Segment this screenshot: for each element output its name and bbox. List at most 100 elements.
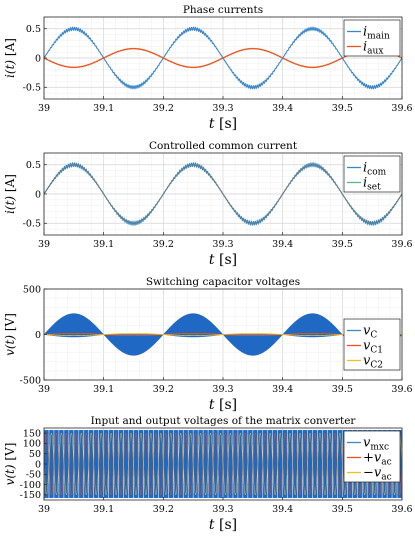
x-tick-label: 39.5 <box>332 504 353 515</box>
y-tick-label: -100 <box>20 480 41 491</box>
wave-cycle <box>312 430 318 498</box>
wave-cycle <box>208 430 213 498</box>
legend-box <box>343 155 401 193</box>
wave-cycle <box>322 430 328 498</box>
panel-phase: -0.5 0 0.5 39 39.1 39.2 39.3 39.4 39.5 39.6 Phase … <box>3 4 413 132</box>
wave-cycle <box>248 430 253 498</box>
x-tick-label: 39.2 <box>153 103 174 114</box>
panel-common: -0.5 0 0.5 39 39.1 39.2 39.3 39.4 39.5 39.6 Contro… <box>3 140 413 268</box>
panel-title: Phase currents <box>183 4 263 16</box>
legend-item: iaux <box>363 40 383 57</box>
x-tick-label: 39.5 <box>332 239 353 250</box>
x-tick-label: 39.5 <box>332 384 353 395</box>
x-axis-label: t [s] <box>209 252 237 268</box>
wave-cycle <box>228 430 233 498</box>
panel-title: Controlled common current <box>149 140 298 152</box>
x-tick-label: 39 <box>38 239 50 250</box>
wave-cycle <box>163 430 169 498</box>
legend-item: vmxc <box>363 436 389 453</box>
y-tick-label: 0 <box>35 330 41 341</box>
wave-cycle <box>133 430 139 498</box>
legend-box <box>343 430 401 483</box>
x-tick-label: 39.4 <box>272 103 293 114</box>
wave-cycle <box>213 430 218 498</box>
wave-cycle <box>292 430 298 498</box>
wave-cycle <box>113 430 119 498</box>
wave-cycle <box>238 430 243 498</box>
wave-cycle <box>69 430 74 498</box>
wave-cycle <box>89 430 94 498</box>
wave-cycle <box>79 430 84 498</box>
y-axis-label: v(t) [V] <box>3 313 17 356</box>
x-tick-label: 39.4 <box>272 384 293 395</box>
y-tick-label: 0 <box>35 189 41 200</box>
x-tick-label: 39.3 <box>212 239 233 250</box>
y-tick-label: -500 <box>20 375 41 386</box>
series-group <box>44 161 402 227</box>
legend-box <box>343 19 401 57</box>
x-tick-label: 39.1 <box>93 103 114 114</box>
series-group <box>44 313 402 356</box>
wave-cycle <box>198 430 203 498</box>
wave-cycle <box>307 430 313 498</box>
y-tick-label: 50 <box>29 449 41 460</box>
wave-cycle <box>158 430 164 498</box>
y-tick-label: 0 <box>35 53 41 64</box>
wave-cycle <box>317 430 323 498</box>
legend: vmxc+vac−vac <box>343 430 401 483</box>
panel-title: Switching capacitor voltages <box>146 276 300 288</box>
x-tick-label: 39.2 <box>153 239 174 250</box>
x-tick-label: 39.6 <box>391 384 412 395</box>
series-line-v_C2 <box>44 333 402 336</box>
wave-cycle <box>263 430 268 498</box>
series-group <box>44 26 402 90</box>
wave-cycle <box>188 430 193 498</box>
wave-cycle <box>128 430 134 498</box>
wave-cycle <box>183 430 188 498</box>
y-axis-label: i(t) [A] <box>3 38 17 78</box>
wave-cycle <box>223 430 228 498</box>
y-tick-label: -0.5 <box>23 83 41 94</box>
x-tick-label: 39.1 <box>93 384 114 395</box>
y-tick-label: 0.5 <box>26 160 41 171</box>
x-axis-label: t [s] <box>209 517 237 533</box>
wave-cycle <box>59 430 64 498</box>
x-tick-label: 39.5 <box>332 103 353 114</box>
wave-cycle <box>273 430 278 498</box>
wave-cycle <box>98 430 104 498</box>
legend-item: vC <box>363 324 377 341</box>
x-tick-label: 39.1 <box>93 239 114 250</box>
wave-cycle <box>268 430 273 498</box>
legend-item: vC1 <box>363 339 383 356</box>
wave-cycle <box>49 430 54 498</box>
wave-cycle <box>297 430 303 498</box>
x-tick-label: 39 <box>38 504 50 515</box>
wave-cycle <box>138 430 144 498</box>
wave-cycle <box>302 430 308 498</box>
y-tick-label: -150 <box>20 490 41 501</box>
x-tick-label: 39.6 <box>391 239 412 250</box>
wave-cycle <box>84 430 89 498</box>
y-tick-label: 0.5 <box>26 24 41 35</box>
series-line-neg-vac <box>44 432 402 496</box>
x-tick-label: 39.4 <box>272 239 293 250</box>
y-tick-label: 150 <box>23 428 41 439</box>
wave-cycle <box>332 430 338 498</box>
wave-cycle <box>118 430 124 498</box>
panel-capacitor: -500 0 500 39 39.1 39.2 39.3 39.4 39.5 39.6 Switch… <box>3 276 413 413</box>
wave-cycle <box>193 430 198 498</box>
legend-item: iset <box>363 176 381 193</box>
x-tick-label: 39.2 <box>153 384 174 395</box>
wave-cycle <box>54 430 59 498</box>
series-line-i_main <box>44 26 402 90</box>
y-axis-label: v(t) [V] <box>3 443 17 486</box>
series-line-i_set <box>44 164 402 224</box>
x-axis-label: t [s] <box>209 397 237 413</box>
x-axis-label: t [s] <box>209 116 237 132</box>
x-tick-label: 39.3 <box>212 103 233 114</box>
